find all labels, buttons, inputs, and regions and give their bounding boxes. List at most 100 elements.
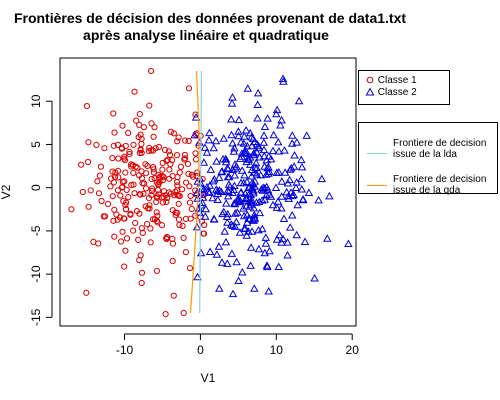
point-classe-1 — [138, 279, 145, 287]
point-classe-1 — [160, 174, 167, 181]
point-classe-2 — [224, 187, 233, 196]
point-classe-2 — [234, 276, 243, 284]
point-classe-1 — [162, 311, 169, 318]
point-classe-2 — [282, 187, 291, 196]
point-classe-2 — [260, 248, 270, 257]
point-classe-2 — [214, 173, 224, 181]
point-classe-2 — [323, 234, 332, 242]
legend-line-lda — [367, 153, 387, 154]
point-classe-1 — [147, 239, 154, 246]
point-classe-1 — [144, 205, 151, 212]
point-classe-1 — [155, 171, 162, 178]
point-classe-2 — [239, 148, 249, 156]
point-classe-1 — [183, 179, 190, 186]
point-classe-1 — [174, 182, 181, 189]
point-classe-2 — [278, 74, 288, 82]
point-classe-2 — [242, 210, 252, 219]
point-classe-2 — [240, 170, 249, 179]
point-classe-1 — [111, 206, 118, 213]
point-classe-1 — [109, 193, 116, 200]
y-tick-label: 0 — [29, 184, 43, 191]
point-classe-1 — [184, 160, 191, 168]
point-classe-2 — [252, 169, 261, 178]
point-classe-2 — [277, 192, 286, 200]
axes-layer: -10 0 10 20 V1 -15 -10 -5 0 5 10 V2 — [0, 94, 359, 385]
point-classe-2 — [279, 214, 289, 222]
point-classe-1 — [174, 174, 181, 181]
point-classe-1 — [97, 163, 105, 170]
point-classe-2 — [236, 187, 246, 196]
point-classe-1 — [173, 152, 181, 159]
point-classe-2 — [234, 131, 243, 140]
point-classe-2 — [238, 267, 247, 276]
point-classe-2 — [209, 214, 219, 223]
point-classe-1 — [121, 178, 128, 185]
chart-title-line-1: Frontières de décision des données prove… — [13, 10, 407, 26]
point-classe-1 — [169, 207, 176, 214]
point-classe-2 — [253, 100, 262, 108]
point-classe-2 — [264, 169, 273, 177]
point-classe-2 — [213, 195, 222, 203]
point-classe-2 — [245, 202, 254, 210]
point-classe-1 — [87, 187, 94, 194]
point-classe-1 — [117, 192, 124, 199]
point-classe-2 — [236, 137, 246, 146]
point-classe-1 — [163, 157, 170, 164]
point-classe-2 — [269, 130, 278, 139]
point-classe-2 — [264, 286, 273, 295]
point-classe-1 — [174, 138, 181, 145]
lda-boundary-line — [199, 70, 203, 314]
point-classe-1 — [175, 216, 183, 223]
point-classe-1 — [94, 178, 101, 185]
point-classe-1 — [144, 221, 151, 228]
point-classe-1 — [187, 192, 194, 199]
point-classe-2 — [266, 154, 276, 163]
point-classe-2 — [277, 203, 286, 212]
point-classe-2 — [241, 194, 251, 203]
point-classe-2 — [217, 167, 227, 175]
point-classe-1 — [130, 169, 137, 176]
point-classe-2 — [293, 200, 302, 209]
point-classe-1 — [146, 102, 153, 109]
point-classe-2 — [239, 224, 249, 232]
point-classe-1 — [154, 194, 161, 201]
point-classe-1 — [122, 202, 129, 209]
point-classe-2 — [250, 177, 260, 185]
point-classe-1 — [186, 265, 194, 272]
point-classe-2 — [227, 99, 237, 107]
x-tick-label: -10 — [116, 343, 134, 357]
point-classe-2 — [255, 208, 265, 217]
point-classe-2 — [221, 199, 231, 207]
point-classe-2 — [272, 109, 281, 118]
point-classe-1 — [172, 212, 179, 219]
legend-item-classe-1: Classe 1 — [365, 75, 417, 86]
point-classe-1 — [138, 140, 145, 148]
point-classe-2 — [286, 188, 296, 196]
point-classe-1 — [160, 194, 167, 201]
point-classe-1 — [170, 130, 177, 137]
y-tick-label: 10 — [29, 94, 43, 108]
point-classe-2 — [221, 155, 231, 163]
point-classe-1 — [169, 257, 176, 265]
point-classe-2 — [224, 180, 234, 188]
point-classe-2 — [237, 166, 247, 174]
point-classe-2 — [257, 185, 266, 193]
point-classe-1 — [155, 191, 162, 198]
point-classe-1 — [185, 137, 192, 145]
point-classe-1 — [176, 221, 183, 228]
point-classe-2 — [277, 177, 287, 185]
point-classe-2 — [247, 227, 257, 235]
point-classe-2 — [214, 242, 224, 250]
point-classe-2 — [268, 200, 278, 209]
legend-item-lda: Frontiere de decision issue de la lda — [393, 138, 486, 160]
point-classe-2 — [304, 188, 314, 196]
point-classe-1 — [201, 221, 208, 229]
point-classe-2 — [195, 208, 204, 216]
point-classe-2 — [287, 210, 297, 219]
point-classe-1 — [115, 155, 122, 162]
point-classe-1 — [126, 151, 133, 158]
point-classe-2 — [297, 174, 306, 183]
point-classe-1 — [118, 144, 125, 151]
point-classe-1 — [119, 122, 126, 129]
point-classe-2 — [285, 223, 295, 231]
